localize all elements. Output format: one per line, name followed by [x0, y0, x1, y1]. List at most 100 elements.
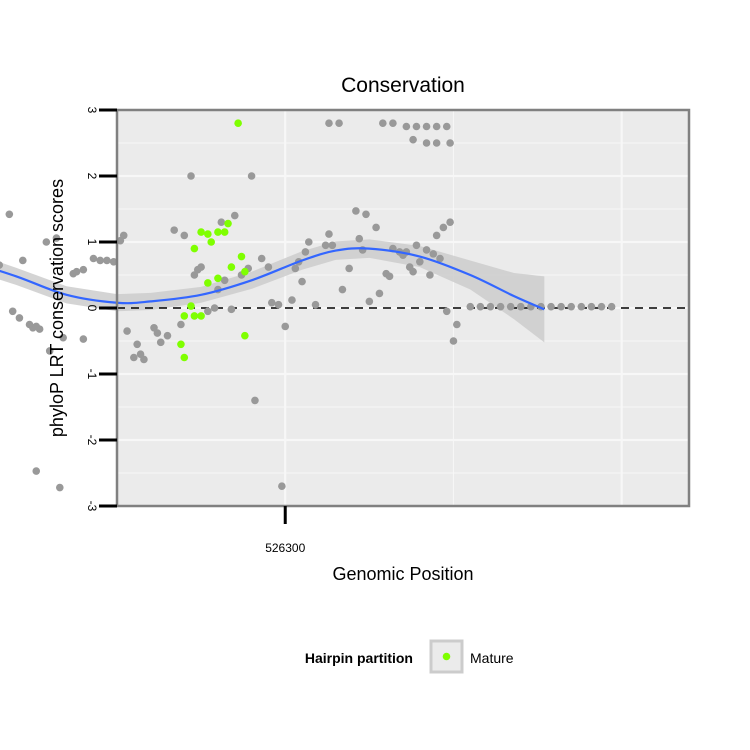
data-point — [227, 305, 236, 314]
data-point — [257, 254, 266, 263]
data-point — [439, 223, 448, 232]
data-point — [180, 231, 189, 240]
data-point — [446, 139, 454, 147]
data-point — [298, 277, 306, 286]
data-point — [416, 258, 424, 266]
data-point — [426, 271, 434, 279]
data-point — [56, 483, 64, 492]
data-point — [412, 241, 421, 250]
data-point — [8, 307, 17, 316]
data-point — [230, 211, 239, 220]
data-point — [409, 267, 417, 276]
mature-point — [207, 238, 216, 246]
data-point — [311, 300, 320, 309]
loess-smooth-line — [0, 247, 545, 311]
x-axis: 526400526300 — [265, 506, 306, 555]
data-point — [89, 254, 98, 263]
legend: Hairpin partition Mature — [305, 639, 514, 674]
mature-point — [177, 340, 185, 349]
mature-point — [180, 312, 189, 320]
data-point — [389, 119, 397, 127]
data-point — [130, 353, 138, 362]
data-point — [567, 302, 576, 311]
data-point — [607, 302, 616, 311]
data-point — [220, 276, 229, 285]
data-point — [345, 264, 353, 273]
y-tick-label: -3 — [85, 501, 99, 512]
x-axis-title: Genomic Position — [332, 564, 473, 584]
legend-title: Hairpin partition — [305, 650, 413, 666]
data-point — [304, 238, 313, 246]
data-point — [251, 396, 259, 405]
data-point — [557, 302, 565, 311]
data-point — [409, 135, 417, 144]
data-point — [32, 467, 41, 475]
y-tick-label: 3 — [85, 107, 99, 114]
data-point — [15, 314, 24, 322]
data-point — [375, 289, 384, 298]
mature-point — [204, 279, 212, 287]
data-point — [432, 231, 441, 240]
smooth-line-layer — [0, 247, 545, 311]
y-tick-label: 0 — [85, 305, 99, 312]
data-point — [372, 223, 380, 232]
data-point — [422, 122, 431, 131]
data-point — [597, 302, 606, 311]
x-tick-label: 526300 — [265, 541, 305, 555]
data-point — [72, 267, 81, 276]
data-point — [335, 119, 343, 127]
y-axis: -3 -2 -1 0 1 2 3 — [85, 107, 117, 512]
legend-mature-marker — [442, 652, 451, 661]
data-point — [449, 337, 458, 345]
data-point — [291, 264, 300, 273]
mature-point — [187, 302, 195, 310]
y-tick-label: -2 — [85, 435, 99, 446]
data-point — [103, 256, 111, 265]
data-point — [352, 207, 360, 215]
data-point — [119, 231, 128, 240]
data-point — [281, 322, 290, 331]
data-point — [42, 238, 51, 246]
mature-point — [227, 263, 236, 271]
data-point — [436, 254, 444, 263]
data-point — [96, 256, 104, 265]
mature-point — [180, 353, 189, 362]
data-point — [577, 302, 586, 311]
data-point — [278, 482, 286, 491]
mature-point — [197, 312, 205, 320]
data-point — [52, 234, 61, 242]
mature-point — [234, 119, 242, 127]
data-point — [321, 241, 330, 250]
y-tick-label: -1 — [85, 369, 99, 380]
data-point — [35, 325, 44, 333]
data-point — [547, 302, 555, 311]
data-point — [153, 329, 162, 337]
data-point — [422, 246, 431, 254]
data-point — [187, 172, 195, 180]
mature-point — [224, 219, 232, 228]
data-point — [385, 272, 394, 281]
data-point — [79, 335, 88, 343]
data-point — [412, 122, 421, 131]
chart-title: Conservation — [341, 74, 465, 97]
mature-point — [241, 331, 249, 340]
data-point — [163, 331, 172, 340]
data-point — [204, 307, 212, 316]
data-point — [197, 263, 205, 271]
data-point — [177, 320, 185, 329]
data-point — [402, 122, 411, 131]
data-point — [59, 333, 67, 342]
data-point — [45, 347, 54, 355]
data-point — [429, 250, 438, 258]
data-point — [264, 263, 273, 271]
data-point — [301, 248, 310, 256]
data-point — [170, 226, 178, 234]
data-point — [288, 296, 296, 304]
data-point — [432, 139, 441, 147]
mature-point — [190, 312, 199, 320]
mature-point — [214, 274, 222, 283]
data-point — [365, 297, 374, 306]
data-point — [486, 302, 495, 311]
data-point — [442, 307, 451, 316]
